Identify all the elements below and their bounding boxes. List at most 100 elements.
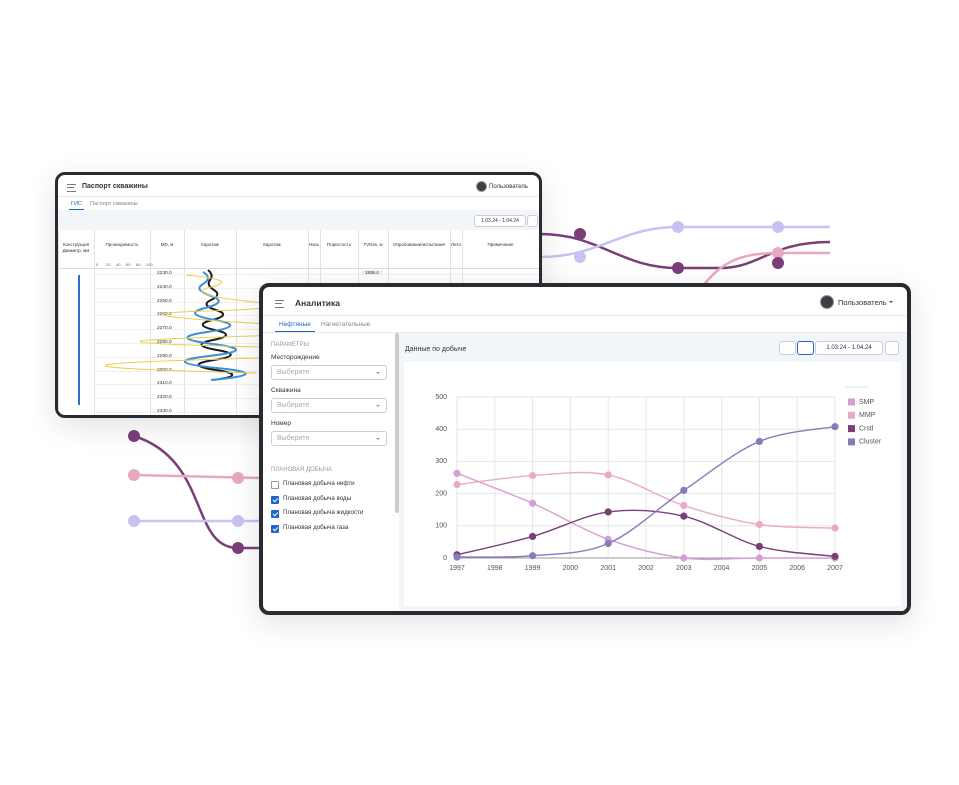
x-tick-label: 2002 bbox=[638, 565, 654, 572]
data-point bbox=[755, 520, 763, 529]
series-line bbox=[456, 472, 835, 561]
chart-title: Данные по добыче bbox=[405, 346, 467, 353]
legend-label: MMP bbox=[859, 412, 876, 419]
column-header: Литология bbox=[451, 242, 461, 247]
x-tick-label: 1997 bbox=[449, 565, 465, 572]
user-caret[interactable] bbox=[889, 301, 893, 305]
window-title: Паспорт скважины bbox=[82, 183, 148, 190]
scale-label: 60 bbox=[126, 262, 131, 267]
data-point bbox=[680, 554, 688, 562]
data-point bbox=[529, 532, 537, 541]
legend-label: SMP bbox=[859, 399, 875, 406]
data-point bbox=[831, 524, 839, 532]
export-button[interactable] bbox=[527, 215, 538, 227]
data-point bbox=[453, 469, 461, 477]
select[interactable]: Выберите bbox=[271, 398, 387, 413]
menu-icon[interactable] bbox=[275, 300, 284, 308]
data-point bbox=[604, 508, 612, 516]
x-tick-label: 2000 bbox=[563, 565, 579, 572]
scale-label: 0 bbox=[96, 262, 99, 267]
date-range[interactable]: 1.03.24 - 1.04.24 bbox=[815, 341, 883, 355]
scale-label: 20 bbox=[106, 262, 111, 267]
x-tick-label: 2004 bbox=[714, 565, 730, 572]
checkbox[interactable] bbox=[271, 495, 279, 504]
tab[interactable]: Паспорт скважины bbox=[90, 201, 138, 207]
depth-label: 2270.0 bbox=[157, 326, 172, 332]
settings-button[interactable] bbox=[779, 341, 796, 355]
tab[interactable]: Нагнетательные bbox=[321, 321, 371, 328]
avatar[interactable] bbox=[820, 295, 834, 309]
column-header: Пористость bbox=[326, 242, 352, 247]
y-tick-label: 0 bbox=[443, 555, 447, 562]
depth-label: 2230.0 bbox=[157, 271, 172, 276]
user-name[interactable]: Пользователь bbox=[838, 298, 887, 307]
section-title: ПЛАНОВАЯ ДОБЫЧА bbox=[271, 467, 333, 473]
y-tick-label: 500 bbox=[435, 394, 447, 401]
data-point bbox=[604, 471, 612, 479]
x-tick-label: 1999 bbox=[525, 565, 541, 572]
divider bbox=[263, 315, 907, 316]
legend-label: Crstl bbox=[859, 425, 874, 432]
section-title: ПАРАМЕТРЫ bbox=[271, 342, 309, 348]
data-point bbox=[604, 539, 612, 548]
depth-label: 2320.0 bbox=[157, 395, 172, 401]
data-point bbox=[680, 486, 688, 494]
scale-label: 40 bbox=[116, 262, 121, 267]
checkbox-label[interactable]: Плановая добыча газа bbox=[283, 523, 349, 531]
legend-swatch bbox=[848, 438, 855, 446]
menu-icon[interactable] bbox=[67, 184, 76, 192]
data-point bbox=[755, 542, 763, 551]
x-tick-label: 1998 bbox=[487, 565, 503, 572]
column-divider bbox=[184, 230, 185, 415]
data-point bbox=[831, 552, 839, 560]
column-header: Опробование/испытания bbox=[392, 242, 445, 247]
column-divider bbox=[150, 230, 151, 415]
column-divider bbox=[58, 230, 59, 415]
checkbox[interactable] bbox=[271, 510, 279, 518]
column-header: Каротаж bbox=[263, 242, 281, 247]
checkbox-label[interactable]: Плановая добыча жидкости bbox=[283, 509, 364, 516]
legend-swatch bbox=[848, 411, 855, 419]
field-label: Номер bbox=[271, 420, 292, 427]
chart-button[interactable] bbox=[797, 341, 814, 355]
data-point bbox=[529, 552, 537, 560]
data-point bbox=[831, 423, 839, 431]
chart-card bbox=[404, 362, 901, 606]
tab-active[interactable]: ГИС bbox=[69, 201, 84, 210]
data-point bbox=[529, 499, 537, 507]
y-tick-label: 300 bbox=[435, 458, 447, 465]
checkbox-label[interactable]: Плановая добыча нефти bbox=[283, 480, 355, 487]
divider bbox=[263, 332, 907, 333]
data-point bbox=[453, 480, 461, 489]
depth-label: 2280.0 bbox=[157, 340, 172, 345]
tab-active[interactable]: Нефтяные bbox=[275, 321, 315, 332]
checkbox[interactable] bbox=[271, 481, 279, 489]
series-line bbox=[456, 471, 836, 529]
date-range[interactable]: 1.03.24 - 1.04.24 bbox=[474, 215, 526, 227]
export-button[interactable] bbox=[885, 341, 899, 355]
series-line bbox=[456, 509, 836, 558]
data-point bbox=[755, 554, 763, 562]
column-header: Примечание bbox=[487, 242, 514, 247]
x-tick-label: 2003 bbox=[676, 565, 692, 572]
scale-label: 80 bbox=[136, 262, 141, 267]
select[interactable]: Выберите bbox=[271, 431, 387, 446]
data-point bbox=[680, 512, 688, 520]
field-label: Месторождение bbox=[271, 354, 320, 361]
user-name[interactable]: Пользователь bbox=[489, 184, 528, 190]
column-header: MD, м bbox=[160, 242, 174, 247]
checkbox[interactable] bbox=[271, 524, 279, 533]
x-tick-label: 2006 bbox=[789, 565, 805, 572]
depth-label: 2310.0 bbox=[157, 381, 172, 387]
data-point bbox=[529, 471, 537, 480]
depth-label: 2240.0 bbox=[157, 284, 172, 290]
avatar[interactable] bbox=[476, 181, 487, 192]
y-tick-label: 100 bbox=[435, 523, 447, 530]
legend-swatch bbox=[848, 425, 855, 433]
select[interactable]: Выберите bbox=[271, 365, 387, 380]
chart: 0 100 200 300 400 500 1997 1998 1999 2000 2001 2002… bbox=[435, 386, 882, 572]
data-point bbox=[453, 553, 461, 561]
checkbox-label[interactable]: Плановая добыча воды bbox=[283, 494, 352, 502]
divider bbox=[58, 196, 539, 197]
